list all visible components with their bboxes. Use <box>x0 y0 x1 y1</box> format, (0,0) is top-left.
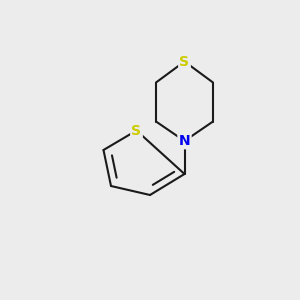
Text: S: S <box>179 55 190 68</box>
Text: N: N <box>179 134 190 148</box>
Text: S: S <box>131 124 142 137</box>
